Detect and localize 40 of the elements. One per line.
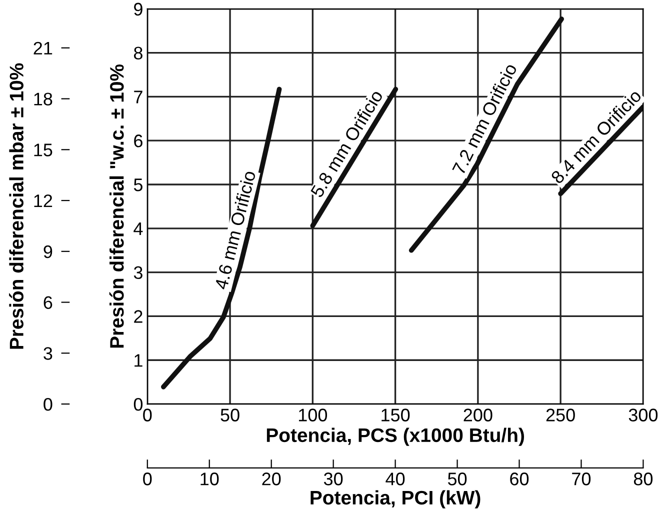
text: 4.6 mm Orificio — [214, 170, 256, 290]
x-tick-label: 50 — [220, 408, 240, 422]
line-series — [161, 86, 282, 390]
x2-tick-label: 0 — [143, 472, 152, 486]
y-tick-label: 8 — [134, 46, 142, 60]
y-tick-label: 3 — [134, 266, 142, 280]
y-tick-label: 1 — [134, 354, 142, 367]
y2-tick-label: 12 — [34, 194, 52, 208]
y2-tick-label: 15 — [34, 144, 52, 156]
y2-tick-label: 21 — [34, 42, 52, 54]
x2-tick-label: 40 — [386, 472, 405, 486]
y-axis-title: Presión diferencial "w.c. ± 10% — [109, 64, 124, 348]
x2-tick-label: 20 — [262, 472, 281, 486]
y-tick-label: 6 — [134, 134, 142, 148]
y2-tick-label: 9 — [44, 245, 52, 258]
x2-tick-label: 70 — [572, 472, 591, 486]
x-axis-title: Potencia, PCS (x1000 Btu/h) — [266, 428, 524, 446]
y2-tick-label: 6 — [44, 296, 52, 309]
y2-tick-label: 3 — [44, 347, 52, 360]
y-tick-label: 7 — [134, 90, 142, 104]
y-tick-label: 4 — [134, 222, 143, 235]
x2-tick-label: 80 — [634, 472, 653, 486]
y-tick-label: 0 — [134, 398, 143, 411]
x-tick-label: 100 — [298, 408, 328, 422]
y2-axis-title: Presión diferencial mbar ± 10% — [9, 63, 24, 349]
x-tick-label: 0 — [143, 408, 152, 422]
y2-tick-label: 18 — [34, 92, 52, 106]
y2-tick-label: 0 — [44, 398, 52, 411]
x-tick-label: 150 — [382, 408, 410, 422]
y-tick-label: 5 — [134, 178, 142, 192]
x2-tick-label: 50 — [448, 472, 467, 486]
x2-tick-label: 30 — [324, 472, 343, 486]
x2-axis-title: Potencia, PCI (kW) — [310, 490, 480, 508]
y-tick-label: 9 — [134, 2, 142, 16]
y-tick-label: 2 — [134, 310, 142, 323]
x-tick-label: 200 — [464, 408, 492, 422]
x-tick-label: 300 — [628, 408, 658, 422]
x2-tick-label: 60 — [510, 472, 529, 486]
x-tick-label: 250 — [546, 408, 575, 422]
x2-tick-label: 10 — [200, 472, 219, 486]
